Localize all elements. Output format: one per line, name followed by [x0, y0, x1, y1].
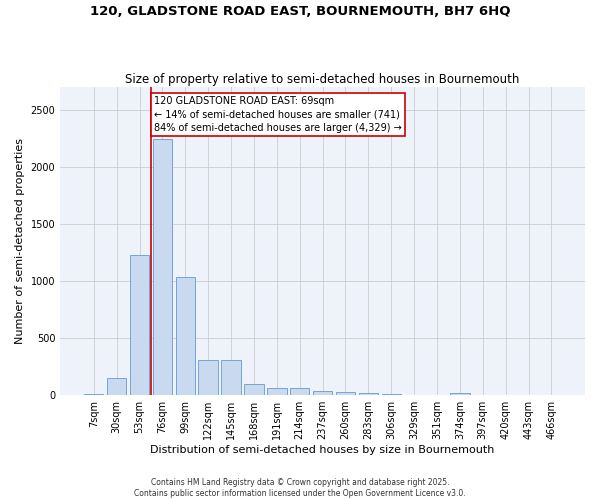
Bar	[450, 393, 470, 395]
Bar	[107, 378, 127, 395]
Bar	[176, 276, 195, 395]
Bar	[84, 394, 103, 395]
Bar	[244, 384, 263, 395]
Bar	[267, 388, 287, 395]
Text: Contains HM Land Registry data © Crown copyright and database right 2025.
Contai: Contains HM Land Registry data © Crown c…	[134, 478, 466, 498]
Bar	[359, 394, 378, 395]
Bar	[152, 138, 172, 395]
Text: 120, GLADSTONE ROAD EAST, BOURNEMOUTH, BH7 6HQ: 120, GLADSTONE ROAD EAST, BOURNEMOUTH, B…	[90, 5, 510, 18]
Bar	[130, 255, 149, 395]
Y-axis label: Number of semi-detached properties: Number of semi-detached properties	[15, 138, 25, 344]
Bar	[221, 360, 241, 395]
Bar	[382, 394, 401, 395]
Bar	[313, 390, 332, 395]
Bar	[199, 360, 218, 395]
Bar	[336, 392, 355, 395]
Text: 120 GLADSTONE ROAD EAST: 69sqm
← 14% of semi-detached houses are smaller (741)
8: 120 GLADSTONE ROAD EAST: 69sqm ← 14% of …	[154, 96, 402, 133]
Bar	[290, 388, 310, 395]
Title: Size of property relative to semi-detached houses in Bournemouth: Size of property relative to semi-detach…	[125, 73, 520, 86]
X-axis label: Distribution of semi-detached houses by size in Bournemouth: Distribution of semi-detached houses by …	[151, 445, 495, 455]
